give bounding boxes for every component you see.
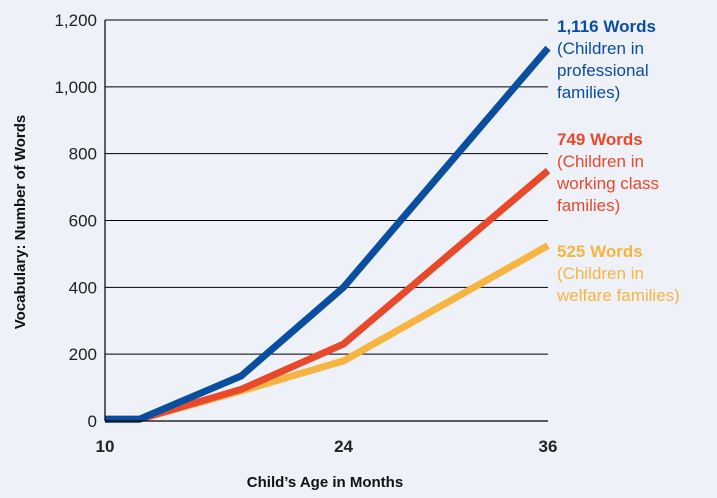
series-annotations: 1,116 Words (Children in professional famil… bbox=[556, 17, 680, 305]
y-tick-label: 0 bbox=[88, 412, 97, 431]
series-annotation: 1,116 Words (Children in professional famil… bbox=[557, 17, 656, 102]
x-tick-label: 24 bbox=[334, 437, 353, 456]
series-description: families) bbox=[557, 196, 620, 215]
y-tick-label: 800 bbox=[69, 145, 97, 164]
y-tick-label: 400 bbox=[69, 278, 97, 297]
series-line bbox=[105, 242, 550, 423]
y-tick-labels: 0 200 400 600 800 1,000 1,200 bbox=[54, 11, 97, 431]
series-lines bbox=[105, 45, 551, 423]
series-description: welfare families) bbox=[556, 286, 680, 305]
y-axis-title: Vocabulary: Number of Words bbox=[12, 115, 29, 329]
series-annotation: 749 Words (Children in working class famili… bbox=[556, 130, 659, 215]
x-tick-label: 10 bbox=[96, 437, 115, 456]
y-tick-label: 200 bbox=[69, 345, 97, 364]
y-tick-label: 1,000 bbox=[54, 78, 97, 97]
series-annotation: 525 Words (Children in welfare families) bbox=[556, 242, 680, 305]
y-tick-label: 1,200 bbox=[54, 11, 97, 30]
series-line bbox=[105, 168, 551, 423]
series-value-label: 749 Words bbox=[557, 130, 643, 149]
x-tick-labels: 10 24 36 bbox=[96, 437, 558, 456]
y-tick-label: 600 bbox=[69, 212, 97, 231]
series-value-label: 1,116 Words bbox=[557, 17, 656, 36]
gridlines bbox=[105, 19, 548, 355]
series-description: working class bbox=[556, 174, 659, 193]
x-tick-label: 36 bbox=[539, 437, 558, 456]
x-axis-title: Child’s Age in Months bbox=[247, 474, 403, 491]
series-line bbox=[105, 45, 551, 423]
series-description: families) bbox=[557, 83, 620, 102]
series-description: (Children in bbox=[557, 264, 644, 283]
series-description: (Children in bbox=[557, 39, 644, 58]
series-description: professional bbox=[557, 61, 649, 80]
series-value-label: 525 Words bbox=[557, 242, 643, 261]
series-description: (Children in bbox=[557, 152, 644, 171]
